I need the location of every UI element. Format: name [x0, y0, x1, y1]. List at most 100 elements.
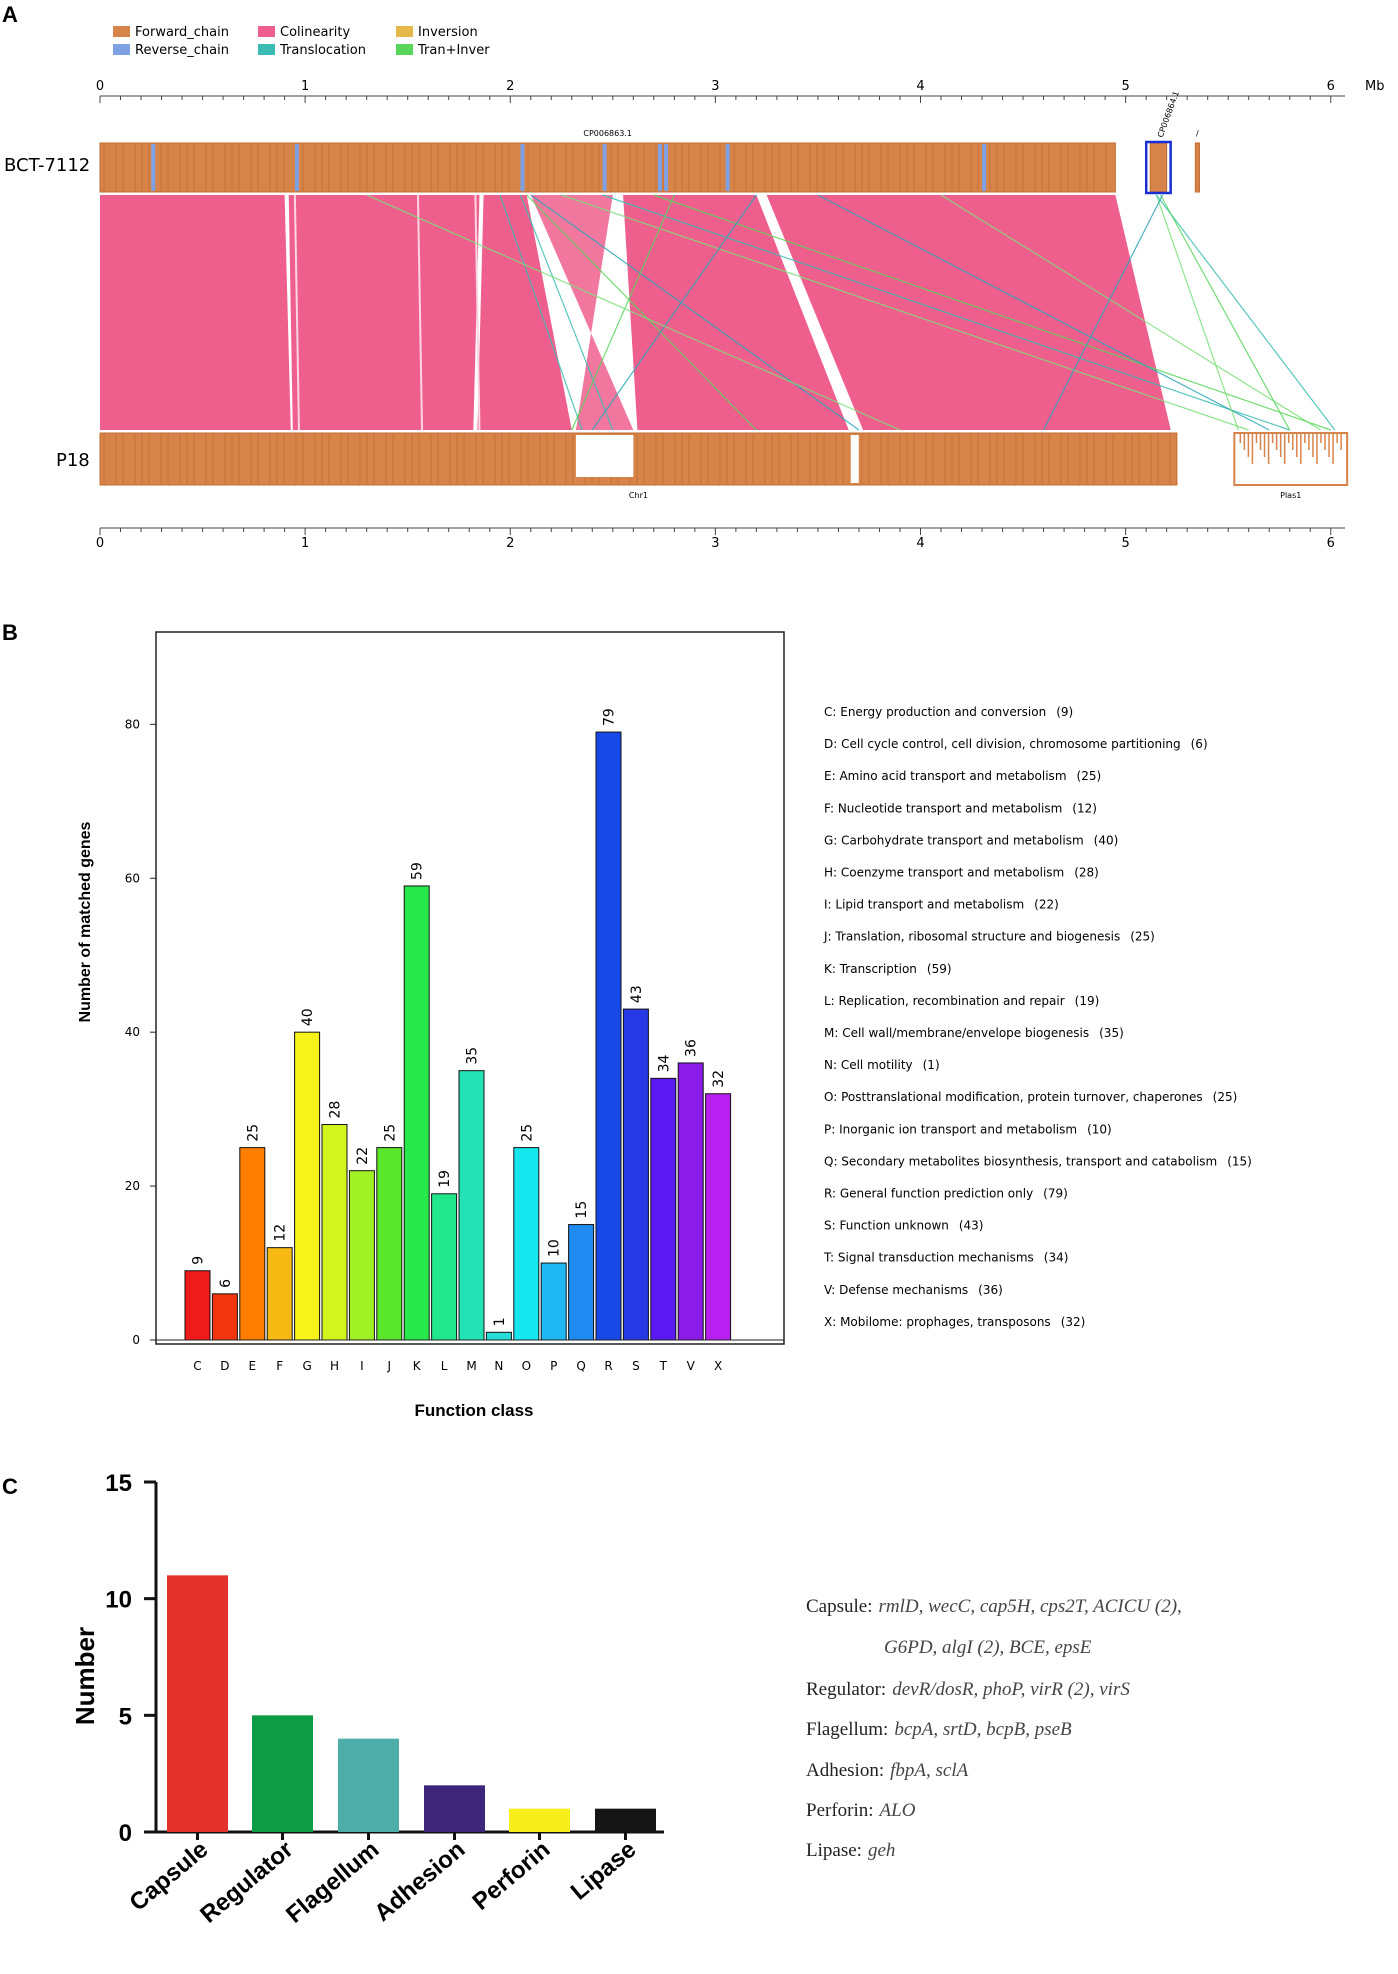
axis-unit-label: Mb — [1365, 79, 1384, 94]
legend-label: Colinearity — [280, 25, 351, 40]
highlight-box — [1144, 140, 1172, 195]
reverse-chain-mark-3 — [602, 144, 607, 191]
legend-item-g: G: Carbohydrate transport and metabolism… — [824, 833, 1118, 847]
bar-j — [376, 1147, 403, 1341]
legend-item-count: (12) — [1072, 801, 1097, 815]
bar-h — [321, 1124, 348, 1341]
legend-item-s: S: Function unknown (43) — [824, 1219, 984, 1233]
legend-label: Translocation — [279, 43, 366, 58]
x-tick-label: P — [550, 1359, 557, 1373]
x-tick-label: F — [276, 1359, 283, 1373]
panel-a-genomes: BCT-7112 CP006863.1 CP006864.1 / P18 Chr1 Plas… — [4, 90, 1349, 500]
translocation-line-11 — [1155, 194, 1240, 431]
legend-item-t: T: Signal transduction mechanisms (34) — [823, 1251, 1068, 1265]
translocation-line-1 — [526, 194, 757, 431]
axis-tick-label: 2 — [506, 79, 514, 94]
panel-b-x-axis-title: Function class — [414, 1401, 533, 1420]
reverse-chain-mark-4 — [657, 144, 662, 191]
bar-value-label: 32 — [711, 1070, 727, 1088]
genome-name-p18: P18 — [56, 450, 90, 471]
axis-tick-label: 4 — [916, 79, 924, 94]
legend-item-r: R: General function prediction only (79) — [824, 1187, 1068, 1201]
legend-item-count: (36) — [978, 1283, 1003, 1297]
axis-tick-label: 2 — [506, 536, 514, 551]
panel-b-cog-bar-chart: B 9 C 6 D 25 E 12 F 40 G 28 H 22 I 25 J 59 K 19 L 35 M 1 N 25 O 10… — [2, 620, 1252, 1420]
x-tick-label: O — [522, 1359, 531, 1373]
x-tick-label: R — [604, 1359, 612, 1373]
bar-perforin — [509, 1808, 570, 1832]
gene-list-label: Capsule: — [806, 1596, 873, 1617]
x-tick-label: V — [687, 1359, 696, 1373]
panel-a-label: A — [2, 2, 18, 27]
legend-item-text: F: Nucleotide transport and metabolism — [824, 801, 1062, 815]
gene-list-regulator: Regulator: devR/dosR, phoP, virR (2), vir… — [806, 1679, 1130, 1700]
panel-b-y-axis: 0 20 40 60 80 — [125, 717, 784, 1347]
translocation-line-7 — [940, 194, 1321, 431]
legend-swatch-colinearity — [258, 26, 275, 37]
x-tick-label: D — [220, 1359, 229, 1373]
reverse-chain-mark-1 — [294, 144, 299, 191]
chr1-gap — [850, 435, 859, 483]
panel-a-legend: Forward_chain Reverse_chain Colinearity Tra… — [113, 25, 490, 58]
legend-item-n: N: Cell motility (1) — [824, 1058, 940, 1072]
ribbon-gap-1 — [416, 194, 424, 431]
legend-item-d: D: Cell cycle control, cell division, ch… — [824, 737, 1208, 751]
translocation-line-2 — [530, 194, 860, 431]
legend-label: Inversion — [418, 25, 478, 40]
x-tick-label: K — [413, 1359, 422, 1373]
gene-list-label: Flagellum: — [806, 1719, 888, 1740]
y-tick-label: 60 — [125, 871, 140, 885]
gene-list-label: Regulator: — [806, 1679, 886, 1700]
bar-lipase — [595, 1808, 656, 1832]
contig-label: CP006864.1 — [1156, 90, 1181, 139]
axis-tick-label: 0 — [96, 536, 104, 551]
axis-tick-label: 3 — [711, 79, 719, 94]
panel-c-bars: CapsuleRegulatorFlagellumAdhesionPerfori… — [124, 1575, 656, 1929]
translocation-line-5 — [653, 194, 1331, 431]
legend-item-e: E: Amino acid transport and metabolism (2… — [824, 769, 1101, 783]
legend-swatch-translocation — [258, 44, 275, 55]
bar-value-label: 35 — [465, 1047, 481, 1065]
legend-item-text: R: General function prediction only — [824, 1187, 1033, 1201]
bar-value-label: 9 — [191, 1256, 207, 1265]
legend-item-count: (32) — [1061, 1315, 1086, 1329]
gene-list-perforin: Perforin: ALO — [806, 1800, 916, 1821]
legend-item-count: (19) — [1075, 994, 1100, 1008]
contig-label: CP006863.1 — [583, 129, 632, 138]
ribbon-gap-0 — [293, 194, 300, 431]
legend-item-count: (28) — [1074, 866, 1099, 880]
y-tick-label: 80 — [125, 717, 140, 731]
reverse-chain-mark-6 — [725, 144, 730, 191]
legend-item-text: O: Posttranslational modification, prote… — [824, 1090, 1203, 1104]
legend-item-l: L: Replication, recombination and repair… — [824, 994, 1099, 1008]
bar-value-label: 40 — [300, 1008, 316, 1026]
legend-item-text: D: Cell cycle control, cell division, ch… — [824, 737, 1181, 751]
x-tick-label: N — [494, 1359, 503, 1373]
legend-item-i: I: Lipid transport and metabolism (22) — [824, 898, 1059, 912]
bar-value-label: 59 — [410, 862, 426, 880]
x-tick-label: J — [387, 1359, 392, 1373]
x-tick-label-flagellum: Flagellum — [281, 1836, 384, 1929]
bar-d — [211, 1293, 238, 1341]
bar-q — [568, 1224, 595, 1341]
legend-item-j: J: Translation, ribosomal structure and … — [823, 930, 1155, 944]
y-tick-label: 5 — [119, 1703, 132, 1730]
legend-item-count: (40) — [1094, 833, 1119, 847]
legend-item-text: V: Defense mechanisms — [824, 1283, 968, 1297]
legend-item-p: P: Inorganic ion transport and metabolis… — [824, 1122, 1112, 1136]
legend-item-text: Q: Secondary metabolites biosynthesis, t… — [824, 1154, 1217, 1168]
gene-list-flagellum: Flagellum: bcpA, srtD, bcpB, pseB — [806, 1719, 1072, 1740]
panel-c-gene-lists: Capsule: rmlD, wecC, cap5H, cps2T, ACICU … — [806, 1596, 1182, 1861]
y-tick-label: 20 — [125, 1179, 140, 1193]
translocation-line-4 — [602, 194, 1290, 431]
translocation-line-3 — [561, 194, 1249, 431]
legend-item-text: C: Energy production and conversion — [824, 705, 1046, 719]
legend-item-text: L: Replication, recombination and repair — [824, 994, 1065, 1008]
bar-value-label: 6 — [218, 1279, 234, 1288]
axis-tick-label: 5 — [1121, 79, 1129, 94]
gene-list-lipase: Lipase: geh — [806, 1840, 895, 1861]
legend-label: Tran+Inver — [417, 43, 490, 58]
reverse-chain-mark-7 — [982, 144, 987, 191]
legend-item-count: (34) — [1044, 1251, 1069, 1265]
x-tick-label: L — [441, 1359, 448, 1373]
